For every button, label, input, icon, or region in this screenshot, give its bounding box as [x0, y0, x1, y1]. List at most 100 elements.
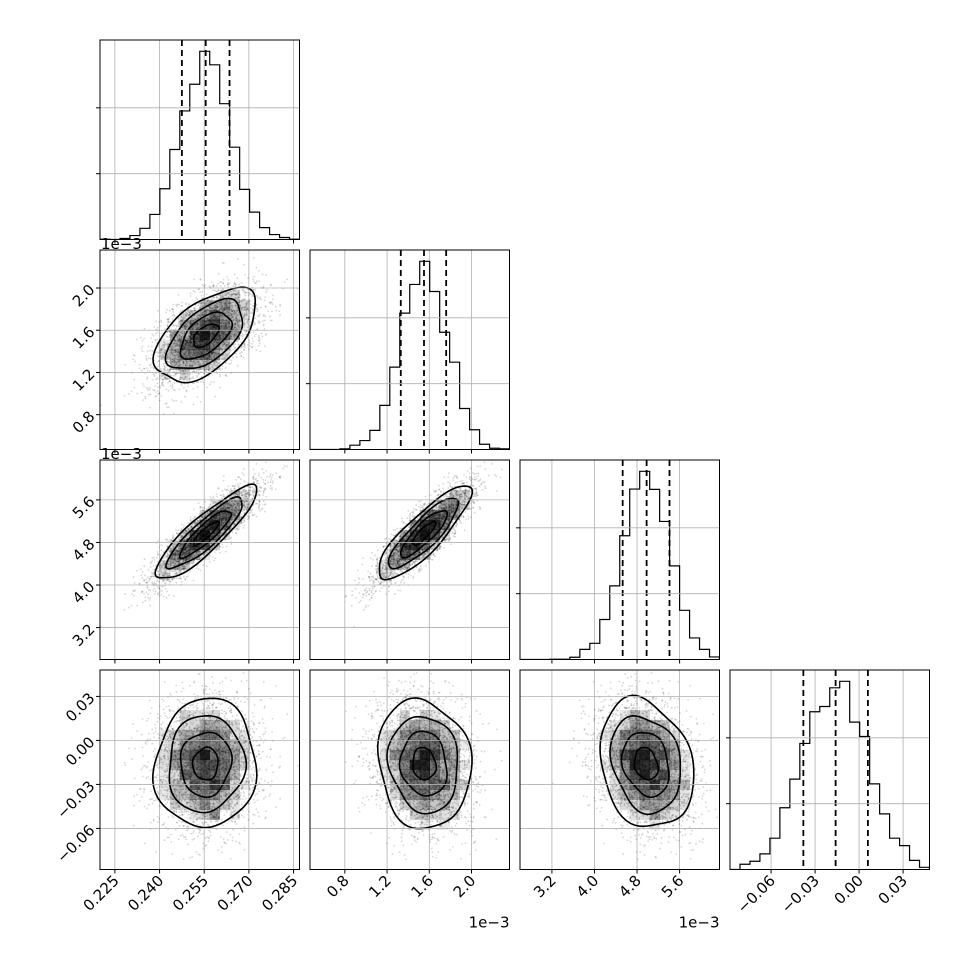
sample-point	[158, 350, 161, 352]
sample-point	[189, 360, 192, 362]
sample-point	[237, 324, 240, 327]
sample-point	[171, 318, 174, 321]
sample-point	[251, 346, 254, 348]
sample-point	[246, 321, 248, 324]
sample-point	[169, 335, 171, 338]
sample-point	[223, 327, 225, 330]
sample-point	[192, 376, 195, 378]
sample-point	[170, 347, 173, 350]
sample-point	[164, 377, 167, 380]
sample-point	[282, 467, 285, 470]
sample-point	[150, 345, 153, 348]
sample-point	[257, 308, 259, 311]
sample-point	[244, 314, 247, 316]
sample-point	[175, 399, 178, 402]
sample-point	[234, 323, 237, 326]
sample-point	[178, 303, 180, 306]
sample-point	[210, 380, 213, 383]
sample-point	[166, 308, 168, 311]
sample-point	[214, 308, 217, 311]
sample-point	[227, 283, 229, 286]
sample-point	[229, 302, 232, 305]
sample-point	[242, 306, 244, 309]
sample-point	[257, 320, 260, 322]
sample-point	[259, 350, 262, 353]
sample-point	[172, 347, 174, 349]
sample-point	[161, 378, 164, 381]
sample-point	[146, 359, 148, 361]
sample-point	[223, 306, 226, 309]
sample-point	[231, 313, 234, 316]
sample-point	[236, 356, 238, 359]
sample-point	[171, 314, 173, 317]
sample-point	[275, 472, 278, 475]
sample-point	[191, 317, 193, 320]
sample-point	[237, 318, 239, 321]
sample-point	[203, 299, 206, 302]
sample-point	[154, 332, 157, 335]
sample-point	[184, 363, 187, 366]
sample-point	[175, 343, 178, 345]
sample-point	[188, 378, 191, 381]
sample-point	[255, 281, 258, 284]
sample-point	[221, 349, 224, 351]
sample-point	[213, 305, 216, 307]
sample-point	[253, 322, 256, 325]
sample-point	[212, 284, 215, 287]
sample-point	[149, 565, 152, 568]
sample-point	[184, 375, 187, 378]
sample-point	[184, 369, 187, 372]
sample-point	[219, 375, 222, 378]
sample-point	[226, 306, 229, 309]
sample-point	[215, 343, 217, 346]
sample-point	[199, 400, 202, 403]
sample-point	[240, 346, 243, 348]
sample-point	[169, 384, 172, 387]
sample-point	[175, 372, 177, 375]
sample-point	[231, 310, 234, 313]
sample-point	[219, 294, 222, 297]
histogram-panel-1	[306, 249, 510, 454]
sample-point	[162, 363, 165, 366]
sample-point	[271, 319, 273, 322]
sample-point	[204, 308, 207, 311]
sample-point	[197, 354, 199, 357]
sample-point	[202, 360, 205, 363]
sample-point	[158, 399, 161, 402]
sample-point	[249, 321, 252, 324]
sample-point	[184, 364, 187, 366]
sample-point	[183, 386, 185, 389]
sample-point	[173, 364, 176, 367]
sample-point	[204, 307, 207, 310]
sample-point	[214, 289, 216, 292]
sample-point	[240, 282, 243, 284]
sample-point	[230, 293, 233, 296]
sample-point	[229, 309, 232, 311]
sample-point	[258, 334, 260, 337]
sample-point	[225, 325, 228, 328]
sample-point	[228, 323, 231, 326]
sample-point	[227, 309, 229, 311]
sample-point	[201, 306, 204, 308]
sample-point	[152, 367, 155, 370]
sample-point	[179, 365, 182, 368]
sample-point	[269, 487, 271, 490]
sample-point	[184, 315, 187, 318]
sample-point	[154, 385, 156, 388]
sample-point	[218, 362, 221, 365]
sample-point	[143, 579, 145, 582]
sample-point	[186, 338, 189, 340]
sample-point	[189, 516, 192, 519]
sample-point	[252, 468, 255, 471]
sample-point	[167, 318, 170, 321]
sample-point	[181, 305, 184, 307]
sample-point	[173, 324, 175, 327]
sample-point	[213, 346, 215, 349]
sample-point	[193, 307, 196, 310]
sample-point	[244, 291, 247, 294]
sample-point	[286, 465, 289, 468]
sample-point	[225, 343, 228, 346]
sample-point	[151, 341, 154, 344]
sample-point	[202, 564, 205, 566]
sample-point	[201, 360, 204, 362]
